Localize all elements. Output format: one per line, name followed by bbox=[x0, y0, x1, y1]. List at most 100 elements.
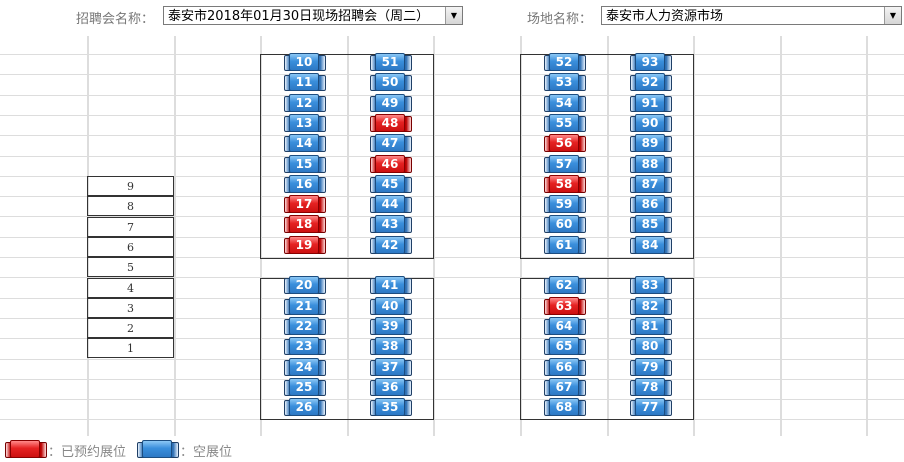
booth-number: 42 bbox=[375, 235, 405, 254]
booth-empty[interactable]: 62 bbox=[543, 276, 586, 295]
booth-number: 63 bbox=[549, 296, 579, 315]
booth-empty[interactable]: 67 bbox=[543, 377, 586, 396]
booth-empty[interactable]: 50 bbox=[369, 73, 412, 92]
grid-line bbox=[433, 36, 435, 436]
booth-empty[interactable]: 54 bbox=[543, 93, 586, 112]
booth-number: 47 bbox=[375, 134, 405, 153]
booth-empty[interactable]: 45 bbox=[369, 174, 412, 193]
booth-empty[interactable]: 11 bbox=[283, 73, 326, 92]
booth-empty[interactable]: 38 bbox=[369, 337, 412, 356]
booth-empty[interactable]: 65 bbox=[543, 337, 586, 356]
booth-empty[interactable]: 55 bbox=[543, 113, 586, 132]
booth-empty[interactable]: 35 bbox=[369, 398, 412, 417]
floor-cell[interactable]: 2 bbox=[87, 318, 174, 339]
booth-empty[interactable]: 89 bbox=[629, 134, 672, 153]
booth-empty[interactable]: 39 bbox=[369, 316, 412, 335]
booth-number: 59 bbox=[549, 195, 579, 214]
booth-empty[interactable]: 84 bbox=[629, 235, 672, 254]
floor-cell[interactable]: 6 bbox=[87, 236, 174, 257]
booth-empty[interactable]: 13 bbox=[283, 113, 326, 132]
booth-empty[interactable]: 24 bbox=[283, 357, 326, 376]
booth-number: 88 bbox=[635, 154, 665, 173]
booth-empty[interactable]: 86 bbox=[629, 195, 672, 214]
booth-number: 18 bbox=[289, 215, 319, 234]
booth-empty[interactable]: 25 bbox=[283, 377, 326, 396]
booth-reserved[interactable]: 48 bbox=[369, 113, 412, 132]
booth-empty[interactable]: 77 bbox=[629, 398, 672, 417]
booth-empty[interactable]: 42 bbox=[369, 235, 412, 254]
booth-reserved[interactable]: 46 bbox=[369, 154, 412, 173]
booth-number: 58 bbox=[549, 174, 579, 193]
booth-empty[interactable]: 59 bbox=[543, 195, 586, 214]
booth-empty[interactable]: 87 bbox=[629, 174, 672, 193]
floor-cell[interactable]: 8 bbox=[87, 196, 174, 217]
chevron-down-icon[interactable]: ▼ bbox=[445, 7, 462, 24]
booth-number: 37 bbox=[375, 357, 405, 376]
booth-number: 43 bbox=[375, 215, 405, 234]
booth-empty[interactable]: 10 bbox=[283, 53, 326, 71]
booth-empty[interactable]: 40 bbox=[369, 296, 412, 315]
booth-empty[interactable]: 81 bbox=[629, 316, 672, 335]
booth-reserved[interactable]: 18 bbox=[283, 215, 326, 234]
booth-empty[interactable]: 64 bbox=[543, 316, 586, 335]
booth-empty[interactable]: 79 bbox=[629, 357, 672, 376]
booth-empty[interactable]: 53 bbox=[543, 73, 586, 92]
booth-number: 12 bbox=[289, 93, 319, 112]
floor-cell[interactable]: 3 bbox=[87, 297, 174, 318]
booth-empty[interactable]: 90 bbox=[629, 113, 672, 132]
booth-empty[interactable]: 68 bbox=[543, 398, 586, 417]
booth-empty[interactable]: 36 bbox=[369, 377, 412, 396]
booth-empty[interactable]: 41 bbox=[369, 276, 412, 295]
booth-empty[interactable]: 52 bbox=[543, 53, 586, 71]
booth-empty[interactable]: 82 bbox=[629, 296, 672, 315]
booth-reserved[interactable]: 63 bbox=[543, 296, 586, 315]
booth-empty[interactable]: 78 bbox=[629, 377, 672, 396]
booth-number: 21 bbox=[289, 296, 319, 315]
booth-empty[interactable]: 85 bbox=[629, 215, 672, 234]
venue-name-value: 泰安市人力资源市场 bbox=[606, 9, 724, 24]
booth-block bbox=[520, 54, 694, 259]
floor-cell[interactable]: 9 bbox=[87, 176, 174, 196]
booth-empty[interactable]: 49 bbox=[369, 93, 412, 112]
booth-reserved[interactable]: 17 bbox=[283, 195, 326, 214]
booth-empty[interactable]: 83 bbox=[629, 276, 672, 295]
booth-empty[interactable]: 93 bbox=[629, 53, 672, 71]
booth-empty[interactable]: 26 bbox=[283, 398, 326, 417]
booth-empty[interactable]: 66 bbox=[543, 357, 586, 376]
booth-empty[interactable]: 47 bbox=[369, 134, 412, 153]
booth-empty[interactable]: 88 bbox=[629, 154, 672, 173]
booth-empty[interactable]: 91 bbox=[629, 93, 672, 112]
booth-empty[interactable]: 15 bbox=[283, 154, 326, 173]
floor-cell[interactable]: 5 bbox=[87, 257, 174, 278]
booth-empty[interactable]: 61 bbox=[543, 235, 586, 254]
venue-name-select[interactable]: 泰安市人力资源市场 ▼ bbox=[601, 6, 902, 25]
booth-empty[interactable]: 21 bbox=[283, 296, 326, 315]
booth-empty[interactable]: 43 bbox=[369, 215, 412, 234]
booth-number: 89 bbox=[635, 134, 665, 153]
booth-empty[interactable]: 60 bbox=[543, 215, 586, 234]
booth-number: 38 bbox=[375, 337, 405, 356]
booth-reserved[interactable]: 58 bbox=[543, 174, 586, 193]
venue-name-label: 场地名称： bbox=[527, 12, 593, 27]
chevron-down-icon[interactable]: ▼ bbox=[884, 7, 901, 24]
grid-line bbox=[174, 36, 176, 436]
booth-empty[interactable]: 80 bbox=[629, 337, 672, 356]
fair-name-select[interactable]: 泰安市2018年01月30日现场招聘会（周二） ▼ bbox=[163, 6, 463, 25]
booth-empty[interactable]: 23 bbox=[283, 337, 326, 356]
booth-empty[interactable]: 51 bbox=[369, 53, 412, 71]
booth-number: 48 bbox=[375, 113, 405, 132]
booth-empty[interactable]: 20 bbox=[283, 276, 326, 295]
booth-empty[interactable]: 12 bbox=[283, 93, 326, 112]
booth-empty[interactable]: 92 bbox=[629, 73, 672, 92]
booth-empty[interactable]: 16 bbox=[283, 174, 326, 193]
booth-reserved[interactable]: 19 bbox=[283, 235, 326, 254]
floor-cell[interactable]: 1 bbox=[87, 338, 174, 359]
booth-empty[interactable]: 37 bbox=[369, 357, 412, 376]
booth-empty[interactable]: 14 bbox=[283, 134, 326, 153]
booth-empty[interactable]: 22 bbox=[283, 316, 326, 335]
booth-empty[interactable]: 57 bbox=[543, 154, 586, 173]
floor-cell[interactable]: 4 bbox=[87, 277, 174, 298]
booth-empty[interactable]: 44 bbox=[369, 195, 412, 214]
floor-cell[interactable]: 7 bbox=[87, 216, 174, 237]
booth-reserved[interactable]: 56 bbox=[543, 134, 586, 153]
